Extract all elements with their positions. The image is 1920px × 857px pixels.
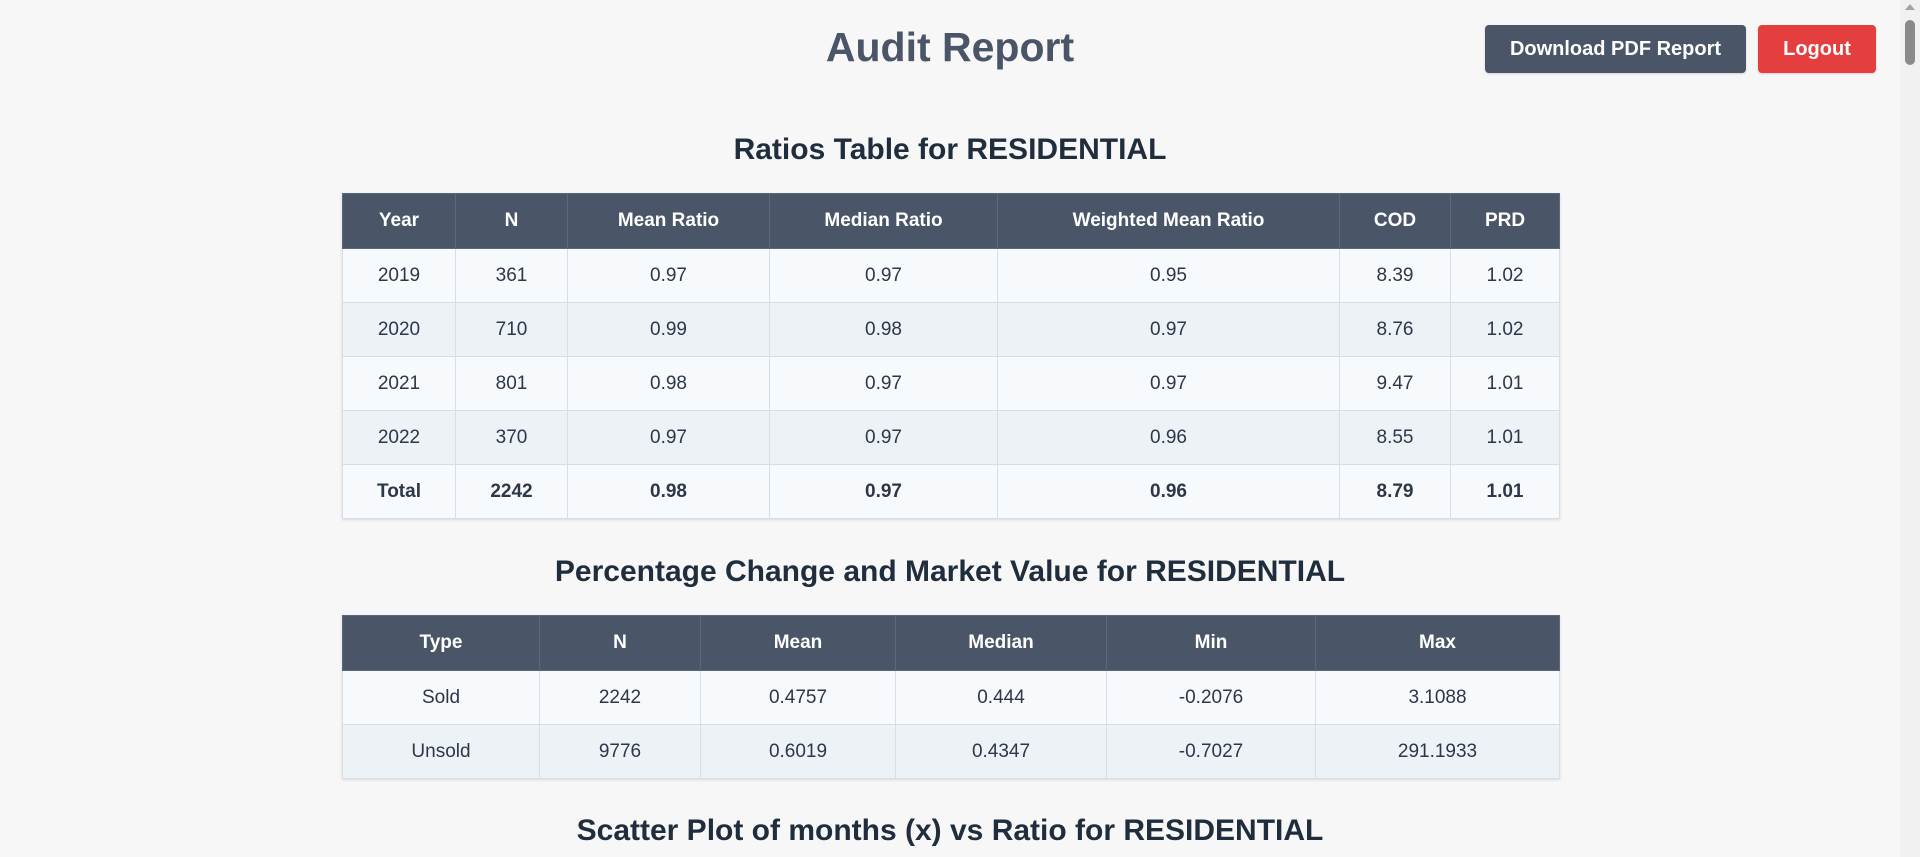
table-cell: 3.1088 xyxy=(1315,670,1560,725)
column-header: Max xyxy=(1315,615,1560,671)
table-cell: 2242 xyxy=(455,464,568,519)
scatter-plot-title: Scatter Plot of months (x) vs Ratio for … xyxy=(576,814,1324,847)
table-cell: 8.55 xyxy=(1339,410,1451,465)
percentage-table: Type N Mean Median Min Max Sold 2242 0.4… xyxy=(342,615,1560,779)
table-cell: 361 xyxy=(455,248,568,303)
table-cell: 0.4347 xyxy=(895,724,1107,779)
table-cell: 0.99 xyxy=(567,302,770,357)
table-cell: 2022 xyxy=(342,410,456,465)
scrollbar-thumb[interactable] xyxy=(1905,20,1915,65)
table-total-row: Total 2242 0.98 0.97 0.96 8.79 1.01 xyxy=(342,464,1560,519)
table-row: 2019 361 0.97 0.97 0.95 8.39 1.02 xyxy=(342,248,1560,303)
column-header: N xyxy=(455,193,568,249)
table-cell: 0.444 xyxy=(895,670,1107,725)
table-row: Unsold 9776 0.6019 0.4347 -0.7027 291.19… xyxy=(342,724,1560,779)
table-cell: 0.97 xyxy=(769,356,998,411)
table-cell: 0.4757 xyxy=(700,670,896,725)
column-header: Median xyxy=(895,615,1107,671)
column-header: Weighted Mean Ratio xyxy=(997,193,1340,249)
table-cell: -0.7027 xyxy=(1106,724,1316,779)
table-cell: 0.98 xyxy=(769,302,998,357)
table-row: 2020 710 0.99 0.98 0.97 8.76 1.02 xyxy=(342,302,1560,357)
column-header: Median Ratio xyxy=(769,193,998,249)
table-cell: 0.97 xyxy=(997,302,1340,357)
table-cell: 0.97 xyxy=(769,248,998,303)
table-cell: Total xyxy=(342,464,456,519)
table-cell: Unsold xyxy=(342,724,540,779)
table-cell: 370 xyxy=(455,410,568,465)
table-cell: -0.2076 xyxy=(1106,670,1316,725)
ratios-table-title: Ratios Table for RESIDENTIAL xyxy=(733,133,1167,166)
table-cell: 801 xyxy=(455,356,568,411)
table-cell: 1.02 xyxy=(1450,248,1560,303)
table-cell: 0.96 xyxy=(997,410,1340,465)
table-cell: 0.97 xyxy=(567,248,770,303)
vertical-scrollbar[interactable] xyxy=(1900,0,1920,857)
column-header: N xyxy=(539,615,701,671)
table-cell: 1.01 xyxy=(1450,464,1560,519)
column-header: Mean Ratio xyxy=(567,193,770,249)
logout-button[interactable]: Logout xyxy=(1758,25,1876,73)
column-header: Min xyxy=(1106,615,1316,671)
table-cell: 2019 xyxy=(342,248,456,303)
percentage-table-title: Percentage Change and Market Value for R… xyxy=(554,555,1346,588)
table-cell: 710 xyxy=(455,302,568,357)
table-cell: Sold xyxy=(342,670,540,725)
table-cell: 2242 xyxy=(539,670,701,725)
table-cell: 2021 xyxy=(342,356,456,411)
download-pdf-button[interactable]: Download PDF Report xyxy=(1485,25,1746,73)
table-row: 2021 801 0.98 0.97 0.97 9.47 1.01 xyxy=(342,356,1560,411)
table-cell: 1.01 xyxy=(1450,410,1560,465)
table-cell: 0.95 xyxy=(997,248,1340,303)
column-header: COD xyxy=(1339,193,1451,249)
table-cell: 0.97 xyxy=(567,410,770,465)
table-cell: 8.79 xyxy=(1339,464,1451,519)
table-cell: 9.47 xyxy=(1339,356,1451,411)
table-cell: 1.01 xyxy=(1450,356,1560,411)
scroll-up-arrow-icon[interactable] xyxy=(1905,4,1915,10)
table-cell: 8.39 xyxy=(1339,248,1451,303)
table-cell: 0.98 xyxy=(567,464,770,519)
table-cell: 0.97 xyxy=(769,464,998,519)
ratios-table: Year N Mean Ratio Median Ratio Weighted … xyxy=(342,193,1560,519)
column-header: PRD xyxy=(1450,193,1560,249)
table-row: 2022 370 0.97 0.97 0.96 8.55 1.01 xyxy=(342,410,1560,465)
page-title: Audit Report xyxy=(825,24,1075,70)
table-cell: 8.76 xyxy=(1339,302,1451,357)
table-cell: 0.96 xyxy=(997,464,1340,519)
table-cell: 0.97 xyxy=(997,356,1340,411)
table-cell: 0.6019 xyxy=(700,724,896,779)
column-header: Type xyxy=(342,615,540,671)
table-header-row: Type N Mean Median Min Max xyxy=(342,615,1560,671)
column-header: Year xyxy=(342,193,456,249)
table-cell: 0.98 xyxy=(567,356,770,411)
table-row: Sold 2242 0.4757 0.444 -0.2076 3.1088 xyxy=(342,670,1560,725)
table-cell: 2020 xyxy=(342,302,456,357)
table-cell: 1.02 xyxy=(1450,302,1560,357)
table-cell: 0.97 xyxy=(769,410,998,465)
table-cell: 291.1933 xyxy=(1315,724,1560,779)
table-header-row: Year N Mean Ratio Median Ratio Weighted … xyxy=(342,193,1560,249)
column-header: Mean xyxy=(700,615,896,671)
table-cell: 9776 xyxy=(539,724,701,779)
